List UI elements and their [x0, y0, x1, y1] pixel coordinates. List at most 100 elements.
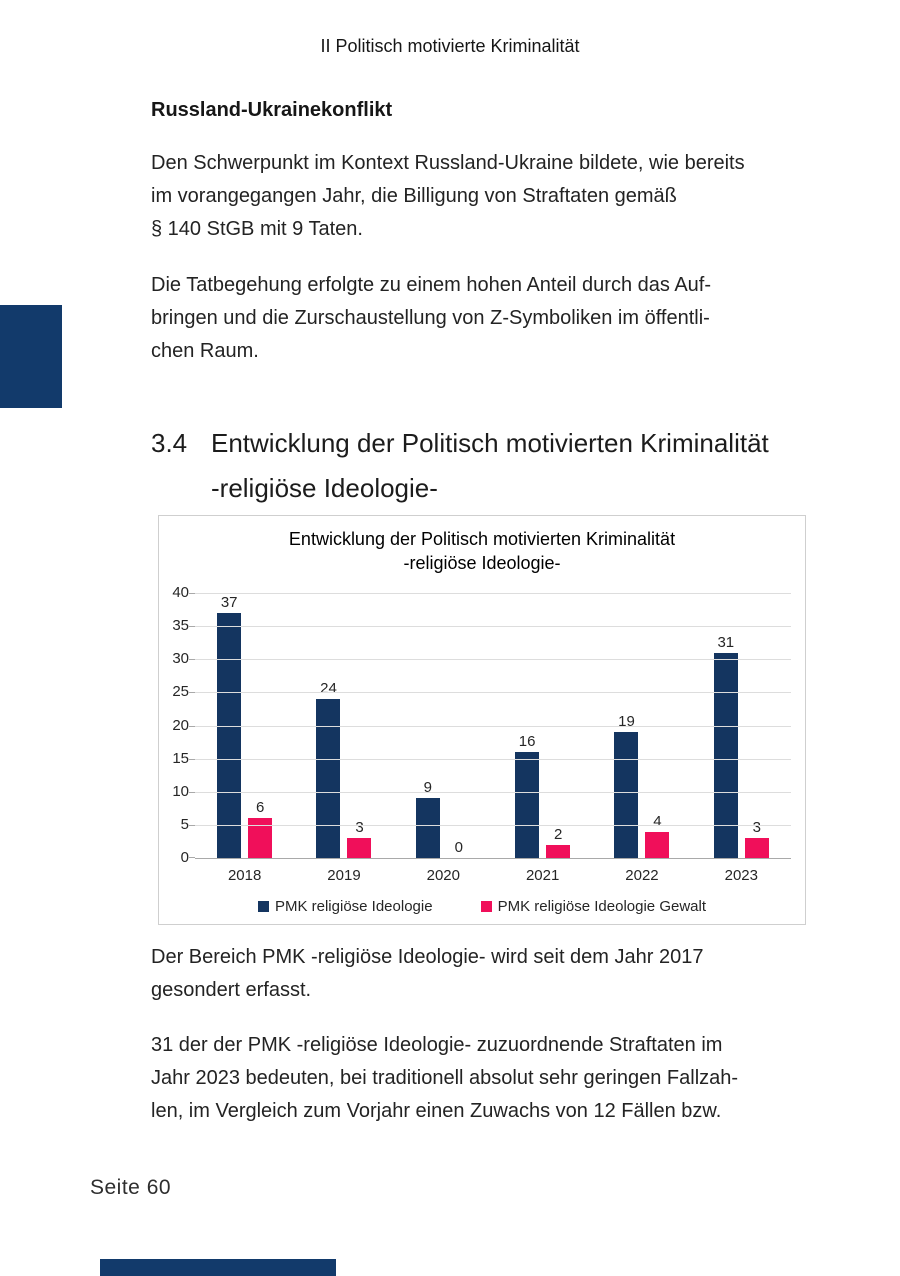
paragraph-line: Jahr 2023 bedeuten, bei traditionell abs…: [151, 1067, 739, 1089]
bar-value-label: 24: [320, 680, 337, 697]
chart-title-line: Entwicklung der Politisch motivierten Kr…: [288, 529, 676, 549]
bar: [645, 831, 670, 858]
paragraph: Den Schwerpunkt im Kontext Russland-Ukra…: [151, 147, 745, 246]
chart-legend: PMK religiöse Ideologie PMK religiöse Ide…: [159, 898, 805, 915]
y-tick-label: 35: [172, 617, 189, 635]
bar: [614, 732, 639, 858]
grid-line: [195, 824, 791, 826]
y-tick-label: 5: [180, 815, 189, 833]
y-tick-label: 30: [172, 650, 189, 668]
paragraph: Der Bereich PMK -religiöse Ideologie- wi…: [151, 941, 703, 1007]
bar-column: 31: [713, 633, 738, 858]
bar-column: 4: [645, 812, 670, 858]
paragraph-line: Den Schwerpunkt im Kontext Russland-Ukra…: [151, 152, 745, 174]
legend-swatch: [257, 901, 269, 912]
bar-column: 24: [316, 680, 341, 858]
bar-value-label: 16: [518, 733, 536, 750]
paragraph-line: Der Bereich PMK -religiöse Ideologie- wi…: [151, 946, 704, 968]
grid-line: [195, 659, 791, 661]
section-title: Entwicklung der Politisch motivierten Kr…: [211, 421, 769, 511]
bar-column: 2: [546, 826, 571, 858]
paragraph-line: im vorangegangen Jahr, die Billigung von…: [151, 185, 677, 207]
section-heading-3-4: 3.4 Entwicklung der Politisch motivierte…: [151, 421, 769, 511]
legend-item: PMK religiöse Ideologie Gewalt: [480, 898, 707, 915]
chart: Entwicklung der Politisch motivierten Kr…: [158, 515, 806, 925]
bar-group: 19 4: [592, 593, 691, 858]
bar-column: 16: [515, 733, 540, 858]
page-number: Seite 60: [90, 1176, 172, 1199]
chart-title-line: -religiöse Ideologie-: [403, 553, 561, 573]
grid-line: [195, 758, 791, 760]
chart-title: Entwicklung der Politisch motivierten Kr…: [159, 527, 805, 575]
y-tick-label: 20: [172, 716, 189, 734]
bar: [347, 838, 372, 858]
bar-value-label: 6: [255, 799, 265, 817]
bar-value-label: 37: [220, 593, 238, 611]
paragraph: 31 der der PMK -religiöse Ideologie- zuz…: [151, 1029, 738, 1128]
y-tick-mark: [189, 659, 195, 661]
bar-value-label: 9: [423, 779, 432, 797]
chart-plot: 37 6 24 3 9 0 16 2 19 4 31 3: [189, 593, 791, 859]
y-tick-mark: [189, 626, 195, 628]
footer-accent-bar: [100, 1259, 336, 1276]
section-heading-russland: Russland-Ukrainekonflikt: [151, 99, 393, 121]
bar: [415, 798, 440, 858]
page-header: II Politisch motivierte Kriminalität: [320, 36, 580, 56]
bar-value-label: 4: [653, 812, 662, 830]
bar: [744, 838, 769, 858]
bar: [217, 612, 242, 858]
x-tick-label: 2019: [327, 867, 361, 884]
chart-x-labels: 2018 2019 2020 2021 2022 2023: [195, 867, 791, 884]
bar-value-label: 3: [752, 819, 761, 837]
bar: [546, 844, 571, 858]
y-tick-mark: [189, 758, 195, 760]
y-tick-mark: [189, 692, 195, 694]
margin-accent-bar: [0, 305, 62, 408]
y-tick-label: 25: [172, 683, 189, 701]
x-tick-label: 2020: [426, 867, 460, 884]
bar-column: 3: [347, 819, 372, 858]
x-tick-label: 2022: [625, 867, 659, 884]
y-tick-mark: [189, 791, 195, 793]
legend-label: PMK religiöse Ideologie: [274, 898, 433, 915]
section-number: 3.4: [151, 428, 188, 458]
paragraph-line: 31 der der PMK -religiöse Ideologie- zuz…: [151, 1034, 723, 1056]
bar-value-label: 3: [355, 819, 364, 837]
bar-value-label: 0: [454, 839, 463, 856]
bar-value-label: 31: [717, 633, 735, 651]
bar: [713, 652, 738, 858]
bar-column: 37: [217, 593, 242, 858]
bar-group: 31 3: [692, 593, 791, 858]
grid-line: [195, 626, 791, 628]
bar-column: 6: [248, 799, 273, 858]
bar-column: 19: [614, 713, 639, 858]
legend-swatch: [480, 901, 492, 912]
y-tick-mark: [189, 725, 195, 727]
bar: [515, 752, 540, 858]
y-tick-label: 10: [172, 782, 189, 800]
y-tick-label: 15: [172, 749, 189, 767]
section-title-line: Entwicklung der Politisch motivierten Kr…: [211, 428, 769, 458]
y-tick-mark: [189, 824, 195, 826]
y-tick-mark: [189, 857, 195, 858]
paragraph-line: chen Raum.: [151, 340, 259, 362]
bar-group: 16 2: [493, 593, 592, 858]
y-tick-label: 0: [180, 849, 189, 866]
y-tick-label: 40: [172, 584, 189, 601]
bar-column: 3: [744, 819, 769, 858]
paragraph-line: Die Tatbegehung erfolgte zu einem hohen …: [151, 274, 712, 296]
bar-column: 9: [415, 779, 440, 858]
x-tick-label: 2023: [724, 867, 758, 884]
grid-line: [195, 593, 791, 594]
bar-group: 37 6: [195, 593, 294, 858]
paragraph-line: len, im Vergleich zum Vorjahr einen Zuwa…: [151, 1100, 722, 1122]
paragraph-line: § 140 StGB mit 9 Taten.: [151, 218, 363, 240]
y-tick-mark: [189, 593, 195, 594]
grid-line: [195, 791, 791, 793]
legend-label: PMK religiöse Ideologie Gewalt: [497, 898, 707, 915]
x-tick-label: 2021: [525, 867, 560, 884]
grid-line: [195, 692, 791, 694]
bar-value-label: 19: [618, 713, 635, 731]
paragraph: Die Tatbegehung erfolgte zu einem hohen …: [151, 269, 711, 368]
